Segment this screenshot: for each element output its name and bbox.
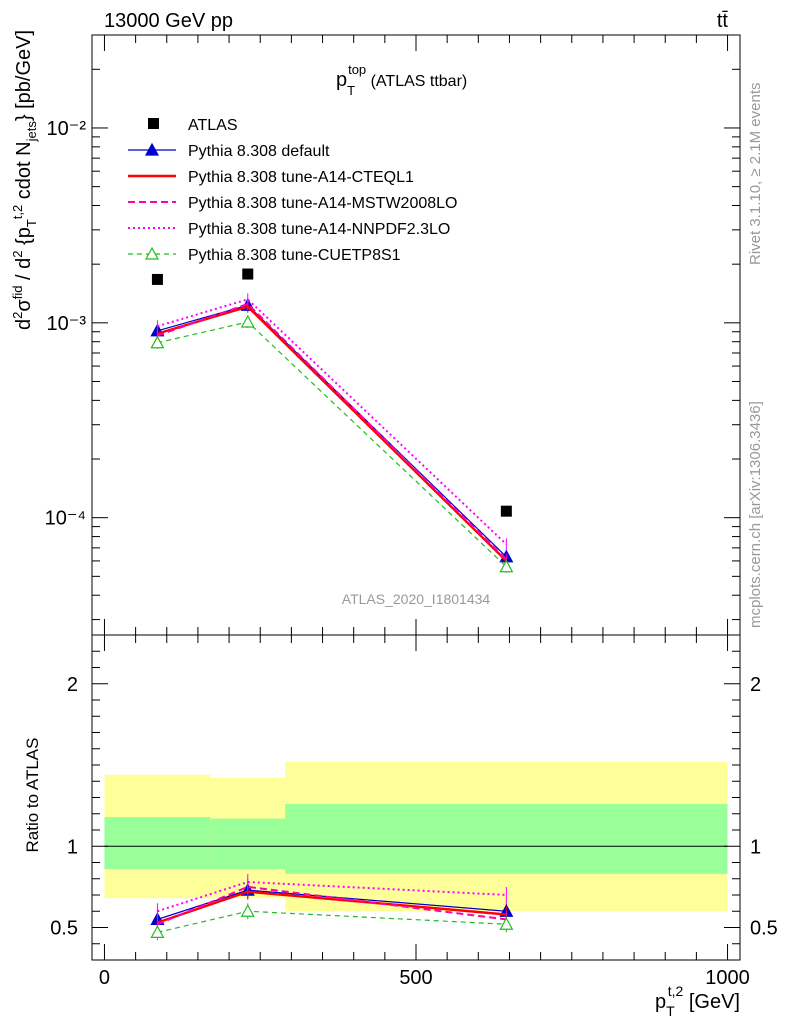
y-ratio-tick-label: 2	[750, 674, 761, 696]
y-ratio-axis-label: Ratio to ATLAS	[23, 738, 42, 853]
plot-title-sub: T	[347, 83, 355, 98]
series-ratio-point	[499, 916, 514, 930]
mcplots-label: mcplots.cern.ch [arXiv:1306.3436]	[747, 401, 764, 628]
ratio-band-inner	[285, 804, 728, 874]
y-ratio-tick-label: 1	[67, 836, 78, 858]
ratio-plot-panel: 0.5 0.5 1 1 2 2 0 500 1000	[50, 634, 778, 989]
y-ratio-tick-label: 2	[67, 674, 78, 696]
y-main-axis-label: d2σfid / d2 {pTt,2 cdot Njets} [pb/GeV]	[10, 30, 39, 330]
plot-title-rest: (ATLAS ttbar)	[366, 73, 467, 90]
series-4-ratio	[156, 874, 507, 920]
series-1-main	[150, 298, 514, 563]
series-line	[157, 298, 508, 546]
y-ratio-tick-label: 0.5	[750, 918, 778, 940]
x-tick-label: 0	[99, 967, 110, 989]
series-point	[150, 335, 165, 349]
series-4-main	[156, 293, 508, 551]
header-process-label: tt̄	[717, 10, 729, 32]
series-ratio-line	[157, 880, 507, 913]
legend-entry-label: Pythia 8.308 default	[188, 143, 330, 160]
series-line	[157, 304, 507, 558]
plot-title-p: p	[336, 69, 347, 91]
ratio-band-inner	[210, 818, 286, 869]
series-ratio-point	[240, 903, 255, 917]
ratio-band-inner	[104, 817, 211, 869]
series-ratio-line	[157, 910, 507, 933]
y-ratio-tick-label: 1	[750, 836, 761, 858]
legend-entry-label: Pythia 8.308 tune-CUETP8S1	[188, 247, 401, 264]
legend-marker	[148, 118, 159, 129]
y-main-tick-label: 10⁻³	[47, 313, 87, 335]
series-ratio-point	[150, 925, 165, 938]
plot-title-sup: top	[348, 62, 366, 77]
legend: ATLAS Pythia 8.308 default Pythia 8.308 tu…	[128, 117, 457, 264]
atlas-data-point	[151, 273, 163, 285]
series-line	[157, 302, 508, 561]
y-main-tick-label: 10⁻⁴	[45, 508, 86, 530]
series-5-ratio	[150, 903, 514, 941]
series-5-main	[150, 314, 514, 573]
legend-entry-label: Pythia 8.308 tune-A14-NNPDF2.3LO	[188, 221, 450, 238]
analysis-watermark: ATLAS_2020_I1801434	[342, 591, 491, 607]
plot-title: pTtop (ATLAS ttbar)	[336, 62, 467, 98]
x-tick-label: 500	[399, 967, 432, 989]
atlas-data-point	[242, 268, 254, 280]
series-line	[157, 305, 508, 562]
header-energy-label: 13000 GeV pp	[104, 10, 233, 32]
legend-entry-label: Pythia 8.308 tune-A14-MSTW2008LO	[188, 195, 457, 212]
legend-marker	[144, 142, 160, 156]
series-point	[240, 314, 255, 328]
legend-entry-label: Pythia 8.308 tune-A14-CTEQL1	[188, 169, 414, 186]
series-3-main	[156, 297, 508, 566]
x-tick-label: 1000	[705, 967, 750, 989]
series-point	[499, 559, 514, 573]
rivet-version-label: Rivet 3.1.10, ≥ 2.1M events	[747, 83, 764, 266]
y-ratio-tick-label: 0.5	[50, 918, 78, 940]
legend-marker	[144, 246, 160, 260]
y-main-tick-label: 10⁻²	[47, 118, 87, 140]
main-plot-panel: 10⁻² 10⁻³ 10⁻⁴	[45, 34, 741, 960]
atlas-data-point	[500, 505, 512, 517]
legend-entry-label: ATLAS	[188, 117, 238, 134]
x-axis-label: pTt,2 [GeV]	[655, 983, 740, 1019]
series-2-main	[156, 300, 508, 567]
series-line	[157, 321, 507, 568]
atlas-data	[151, 268, 512, 517]
